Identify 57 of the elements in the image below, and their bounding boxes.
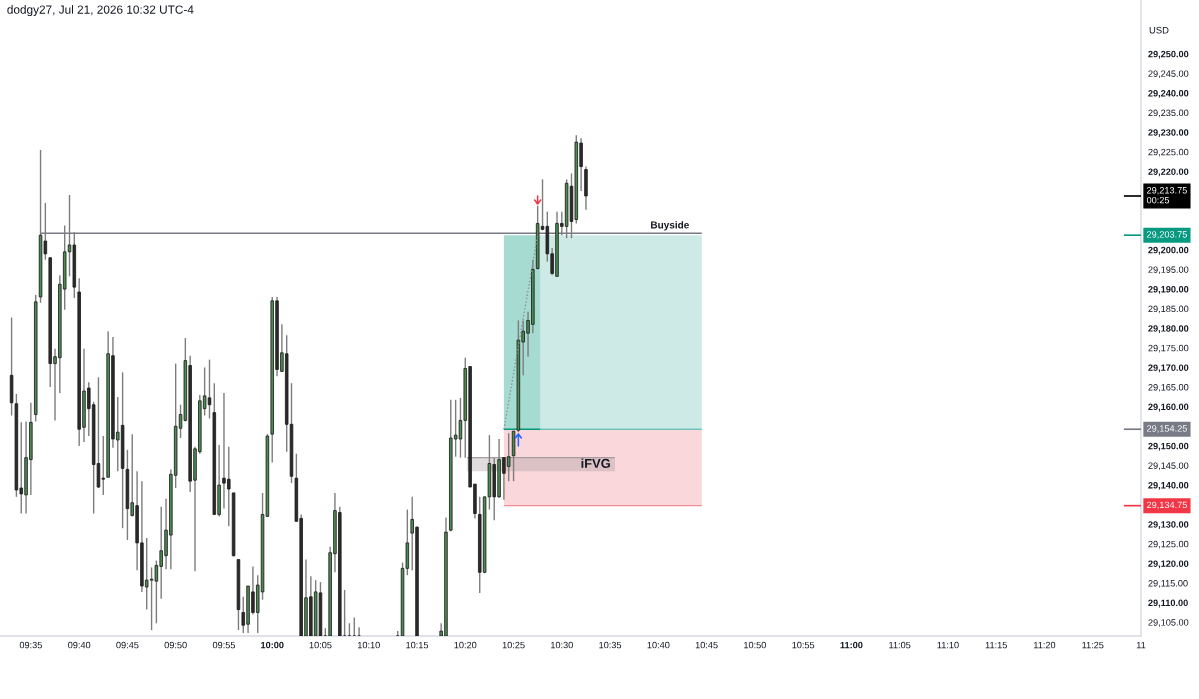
y-tick-label: 29,170.00	[1148, 364, 1189, 373]
x-tick-label: 11:15	[985, 641, 1007, 649]
y-tick-label: 29,195.00	[1148, 266, 1189, 274]
x-tick-label: 10:55	[792, 641, 815, 649]
series-label: Buyside	[651, 221, 689, 231]
x-tick-label: 09:55	[212, 641, 236, 649]
x-tick-label: 10:15	[406, 641, 429, 649]
x-tick-label: 10:10	[358, 641, 380, 649]
y-tick-label: 29,190.00	[1148, 286, 1189, 294]
y-tick-label: 29,120.00	[1148, 560, 1189, 569]
y-tick-label: 29,185.00	[1148, 305, 1189, 314]
y-tick-label: 29,175.00	[1148, 344, 1189, 353]
x-tick-label: 11:20	[1034, 641, 1056, 649]
y-tick-label: 29,240.00	[1148, 90, 1189, 98]
y-tick-label: 29,245.00	[1148, 70, 1189, 78]
x-tick-label: 11:05	[889, 641, 911, 649]
x-tick-label: 10:35	[599, 641, 622, 649]
y-axis-title: USD	[1149, 26, 1169, 34]
x-tick-label: 10:45	[695, 641, 718, 649]
x-tick-label: 10:40	[647, 641, 670, 649]
chart-title: dodgy27, Jul 21, 2026 10:32 UTC-4	[7, 5, 194, 17]
y-tick-label: 29,145.00	[1148, 462, 1189, 470]
y-tick-label: 29,180.00	[1148, 325, 1189, 334]
x-tick-label: 10:20	[454, 641, 477, 649]
y-tick-label: 29,115.00	[1148, 580, 1188, 588]
y-tick-label: 29,200.00	[1148, 246, 1189, 255]
y-tick-label: 29,250.00	[1148, 50, 1189, 59]
y-tick-label: 29,105.00	[1148, 619, 1189, 627]
y-tick-label: 29,235.00	[1148, 109, 1189, 118]
y-tick-label: 29,110.00	[1148, 599, 1188, 608]
y-tick-label: 29,150.00	[1148, 442, 1189, 451]
y-tick-label: 29,220.00	[1148, 168, 1189, 177]
x-tick-label: 11:00	[840, 641, 863, 649]
x-tick-label: 10:25	[502, 641, 525, 649]
y-tick-label: 29,160.00	[1148, 403, 1189, 412]
ref-line-label: 29,213.75 00:25	[1146, 187, 1187, 204]
y-tick-label: 29,165.00	[1148, 384, 1189, 392]
ref-line-label: 29,154.25	[1147, 425, 1187, 433]
x-tick-label: 09:35	[19, 641, 42, 649]
x-tick-label: 09:40	[68, 641, 91, 649]
x-tick-label: 10:30	[551, 641, 573, 649]
y-tick-label: 29,130.00	[1148, 521, 1189, 530]
x-tick-label: 10:00	[261, 641, 284, 649]
x-tick-label: 10:50	[744, 641, 766, 649]
x-tick-label: 10:05	[309, 641, 332, 649]
y-tick-label: 29,125.00	[1148, 540, 1189, 549]
series-label: iFVG	[581, 458, 610, 468]
x-tick-label: 09:45	[116, 641, 139, 649]
ref-line-label: 29,134.75	[1147, 501, 1187, 510]
x-tick-label: 11:25	[1082, 641, 1104, 649]
x-tick-label: 11	[1136, 641, 1146, 649]
x-tick-label: 09:50	[164, 641, 187, 649]
x-tick-label: 11:10	[937, 641, 959, 649]
y-tick-label: 29,225.00	[1148, 148, 1189, 157]
y-tick-label: 29,140.00	[1148, 482, 1189, 490]
ref-line-label: 29,203.75	[1147, 231, 1187, 239]
y-tick-label: 29,230.00	[1148, 129, 1189, 138]
